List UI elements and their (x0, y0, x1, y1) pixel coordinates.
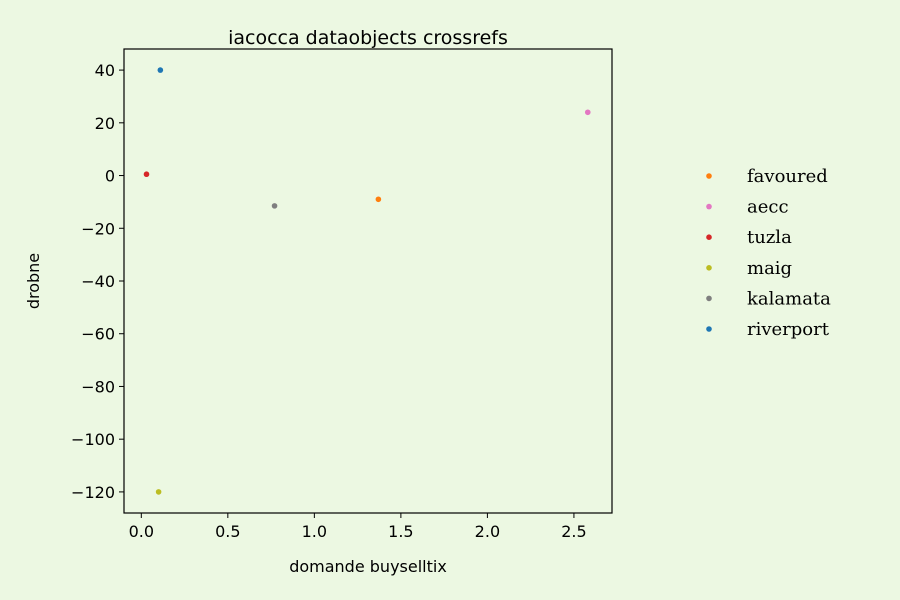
x-tick-label: 0.5 (215, 522, 240, 541)
legend-marker-kalamata (706, 295, 712, 302)
y-axis: 40 20 0 −20 −40 −60 −80 −100 −120 (71, 61, 124, 502)
legend-marker-riverport (706, 326, 712, 332)
data-point-riverport (157, 67, 164, 73)
y-axis-label: drobne (24, 253, 43, 309)
plot-frame (123, 48, 613, 514)
x-tick-label: 1.0 (302, 522, 327, 541)
y-tick-label: −40 (81, 272, 115, 291)
legend-marker-aecc (706, 203, 712, 210)
y-tick-label: 40 (95, 61, 115, 80)
x-axis: 0.0 0.5 1.0 1.5 2.0 2.5 (129, 513, 587, 541)
data-point-aecc (584, 109, 591, 116)
legend-marker-maig (706, 265, 712, 271)
legend-label: riverport (747, 319, 830, 340)
y-tick-label: −80 (81, 377, 115, 396)
legend-label: tuzla (747, 227, 792, 248)
data-point-kalamata (271, 203, 278, 209)
y-tick-label: −20 (81, 219, 115, 238)
y-tick-label: 20 (95, 114, 115, 133)
legend-label: kalamata (747, 288, 831, 309)
y-tick-label: −120 (71, 483, 115, 502)
data-point-tuzla (143, 171, 150, 178)
legend: favoured aecc tuzla maig kalamata riverport (706, 166, 831, 340)
legend-marker-favoured (706, 173, 712, 179)
y-tick-label: −100 (71, 430, 115, 449)
y-tick-label: −60 (81, 325, 115, 344)
chart-title: iacocca dataobjects crossrefs (228, 27, 508, 49)
data-point-maig (155, 489, 162, 495)
data-points (143, 67, 591, 495)
x-tick-label: 2.0 (475, 522, 500, 541)
x-tick-label: 0.0 (129, 522, 154, 541)
data-point-favoured (375, 196, 382, 203)
legend-label: aecc (747, 197, 789, 218)
legend-label: favoured (747, 166, 828, 187)
legend-label: maig (747, 258, 792, 279)
legend-marker-tuzla (706, 234, 712, 240)
x-axis-label: domande buyselltix (289, 557, 447, 576)
y-tick-label: 0 (105, 167, 115, 186)
plot-area (124, 49, 612, 513)
x-tick-label: 1.5 (388, 522, 413, 541)
x-tick-label: 2.5 (561, 522, 586, 541)
